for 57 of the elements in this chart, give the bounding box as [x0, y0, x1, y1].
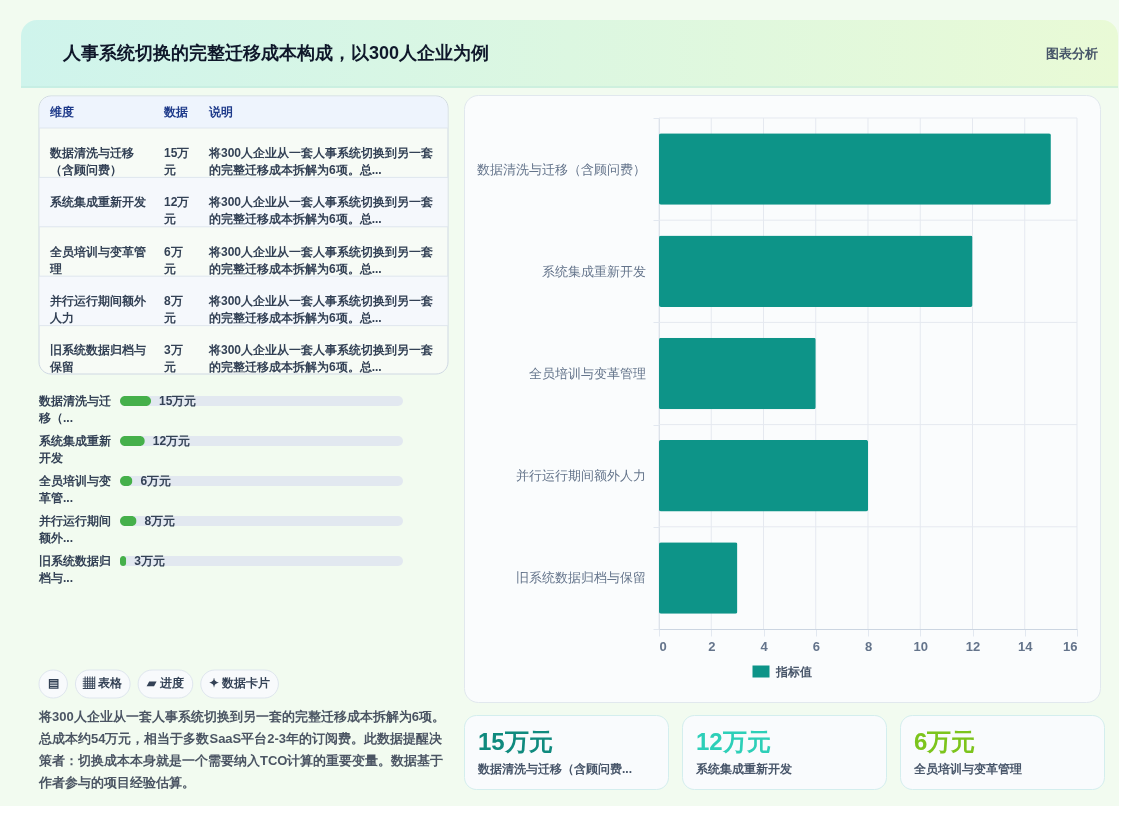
x-tick-label: 12	[965, 638, 981, 654]
y-tick-label: 旧系统数据归档与...	[38, 554, 111, 585]
y-tick-label: 旧系统数据归档与保留	[515, 571, 646, 586]
y-tick-label: 全员培训与变革管理	[528, 367, 646, 381]
legend-label: 指标值	[774, 664, 812, 679]
category-label: 数据清洗与迁移（含顾问费...	[477, 762, 633, 776]
text: 将300人企业从一套人事系统切换到另一套的完整迁移成本拆解为6项。总成本约54万元，相当于多数SaaS平台2-3年的订阅费。此数据提醒决策者：切换成本本身就是一个需要纳入TCO计算的重要变量。数据基于作者参与的项目经验估算。	[38, 709, 445, 790]
x-tick-label: 14	[1018, 638, 1034, 654]
text: 数据	[163, 104, 188, 119]
text: 人事系统切换的完整迁移成本构成，以300人企业为例	[62, 43, 490, 63]
text: 将300人企业从一套人事系统切换到另一套的完整迁移成本拆解为6项。总...	[208, 145, 434, 177]
data-label: 3万元	[134, 554, 165, 568]
text: 3万元	[164, 343, 183, 375]
data-label: 15万元	[159, 394, 197, 408]
y-tick-label: 并行运行期间额外...	[38, 514, 111, 545]
text: 将300人企业从一套人事系统切换到另一套的完整迁移成本拆解为6项。总...	[208, 293, 434, 325]
x-tick-label: 16	[1063, 638, 1078, 654]
text: ✦ 数据卡片	[208, 676, 271, 690]
bar	[659, 133, 1051, 205]
text: 图表分析	[1046, 46, 1098, 61]
text: 12万元	[696, 728, 771, 755]
text: 15万元	[164, 145, 190, 177]
text: 将300人企业从一套人事系统切换到另一套的完整迁移成本拆解为6项。总...	[208, 343, 434, 375]
y-tick-label: 全员培训与变革管...	[38, 474, 111, 505]
category-label: 系统集成重新开发	[49, 195, 146, 210]
data-label: 12万元	[152, 434, 191, 448]
text: 说明	[208, 104, 233, 119]
x-tick-label: 6	[812, 638, 820, 654]
y-tick-label: 数据清洗与迁移（...	[38, 394, 111, 425]
x-tick-label: 2	[708, 638, 716, 654]
x-tick-label: 0	[659, 638, 667, 654]
text: 6万元	[914, 728, 976, 755]
data-label: 8万元	[144, 514, 176, 528]
y-tick-label: 系统集成重新开发	[541, 264, 646, 279]
bar	[659, 439, 868, 512]
text: ▰ 进度	[146, 676, 184, 689]
text: 将300人企业从一套人事系统切换到另一套的完整迁移成本拆解为6项。总...	[208, 195, 434, 227]
y-tick-label: 并行运行期间额外人力	[515, 469, 646, 484]
data-label: 6万元	[140, 474, 172, 488]
bar	[659, 235, 973, 308]
text: ▤	[47, 677, 59, 689]
x-tick-label: 8	[864, 638, 873, 654]
text: 6万元	[164, 244, 183, 276]
y-tick-label: 系统集成重新开发	[38, 434, 111, 465]
bar	[659, 337, 816, 410]
category-label: 系统集成重新开发	[695, 762, 792, 776]
bar	[659, 542, 738, 614]
x-tick-label: 4	[760, 638, 769, 654]
text: ▦ 表格	[82, 676, 124, 689]
text: 将300人企业从一套人事系统切换到另一套的完整迁移成本拆解为6项。总...	[208, 244, 434, 276]
text: 8万元	[164, 293, 183, 325]
x-tick-label: 10	[913, 638, 928, 654]
text: 12万元	[164, 195, 190, 227]
text: 维度	[49, 104, 74, 119]
text: 15万元	[478, 728, 553, 755]
category-label: 全员培训与变革管理	[913, 762, 1022, 776]
y-tick-label: 数据清洗与迁移（含顾问费）	[476, 162, 646, 177]
